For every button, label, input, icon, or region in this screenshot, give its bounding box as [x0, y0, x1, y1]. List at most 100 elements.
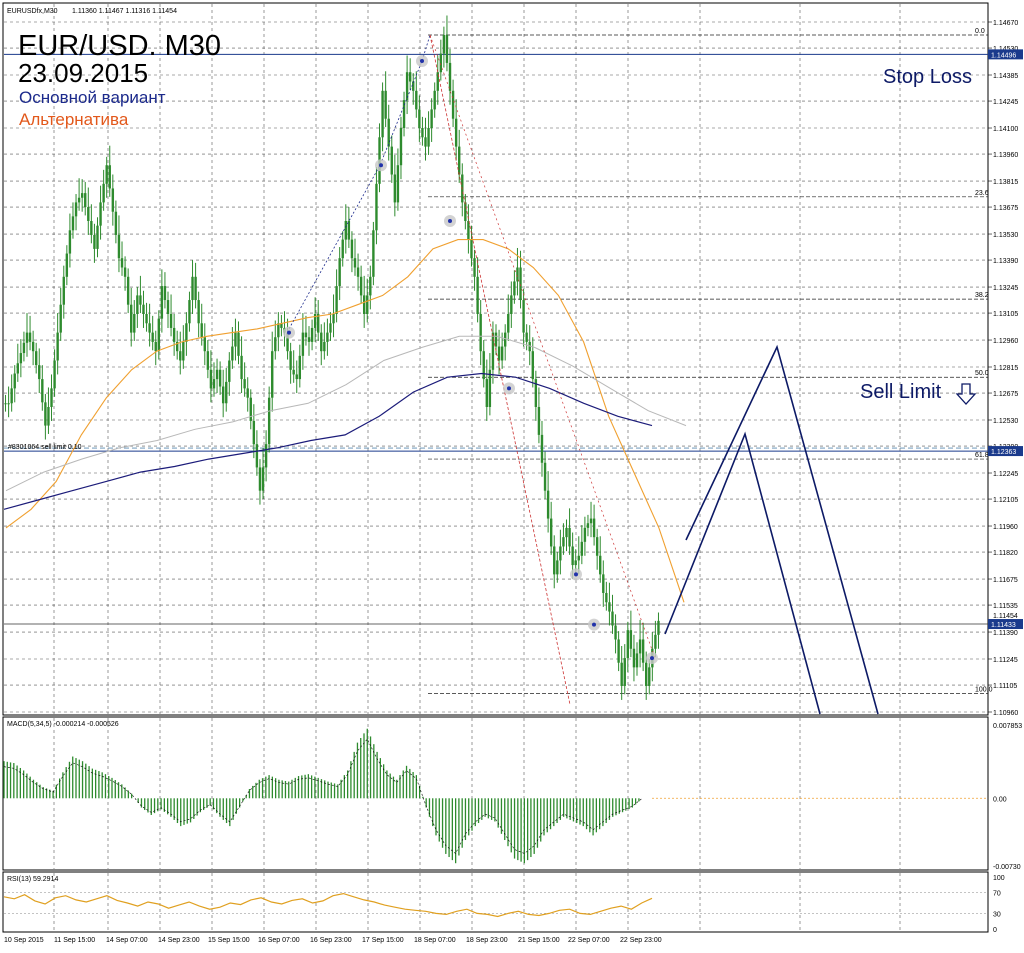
candle-body [145, 313, 148, 324]
candle-body [148, 323, 151, 333]
main-chart-frame [2, 2, 989, 716]
rsi-frame [2, 871, 989, 933]
candle-body [277, 323, 280, 338]
candle-body [638, 639, 642, 654]
arrow-down-icon [955, 383, 977, 405]
candle-body [393, 174, 397, 203]
candle-body [369, 276, 372, 296]
candle-body [50, 388, 53, 407]
candle-body [31, 341, 35, 352]
macd-indicator: MACD(5,34,5) -0.000214 -0.000526 0.007853… [3, 721, 1022, 871]
candle-body [59, 304, 62, 333]
candle-body [448, 62, 452, 91]
price-tick-label: 1.11820 [993, 550, 1018, 557]
candle-body [84, 193, 87, 208]
price-tick-label: 1.10960 [993, 710, 1018, 717]
moving-averages [3, 239, 687, 603]
time-tick-label: 17 Sep 15:00 [362, 937, 404, 944]
candle-body [77, 197, 81, 203]
candle-body [503, 332, 507, 347]
candle-body [317, 313, 320, 333]
wave-marker-dot [650, 656, 654, 661]
price-tick-label: 1.11535 [993, 603, 1018, 610]
macd-tick-label: -0.00730 [993, 864, 1021, 871]
candle-body [160, 286, 164, 319]
candle-body [28, 332, 32, 342]
candle-body [172, 327, 176, 342]
projection-path [685, 344, 879, 715]
candle-body [424, 137, 427, 147]
candle-body [436, 72, 439, 91]
stop-loss-label: Stop Loss [883, 66, 972, 88]
fib-level-label: 38.2 [975, 292, 989, 299]
candle-body [292, 369, 295, 375]
wave-marker-dot [574, 572, 578, 577]
candle-body [274, 337, 277, 352]
candle-body [65, 253, 69, 277]
candle-body [16, 363, 19, 374]
candle-body [99, 202, 102, 226]
candle-body [280, 323, 283, 328]
candle-body [163, 286, 167, 301]
candle-body [221, 386, 225, 404]
candle-body [381, 90, 384, 138]
time-tick-label: 21 Sep 15:00 [518, 937, 560, 944]
candle-body [500, 346, 504, 361]
candle-body [200, 323, 203, 338]
candle-body [338, 258, 341, 287]
price-tick-label: 1.13675 [993, 205, 1018, 212]
candle-body [366, 295, 369, 314]
ema-orange-line [5, 239, 685, 603]
candle-body [626, 630, 630, 659]
candle-body [4, 403, 7, 405]
time-tick-label: 11 Sep 15:00 [54, 937, 95, 944]
candle-body [80, 193, 84, 198]
candle-body [267, 397, 271, 445]
price-tick-label: 1.11390 [993, 630, 1018, 637]
candle-body [90, 221, 93, 235]
candle-body [326, 332, 329, 342]
candle-body [657, 620, 660, 635]
candle-body [212, 379, 216, 389]
candle-body [188, 300, 191, 324]
wave-marker-dot [448, 219, 452, 224]
candle-body [510, 295, 513, 314]
alternative-dashed-path [429, 34, 571, 705]
price-tick-label: 1.14100 [993, 126, 1018, 133]
price-tick-label: 1.11245 [993, 657, 1018, 664]
candle-body [298, 355, 302, 380]
time-axis: 10 Sep 2015 11 Sep 15:00 14 Sep 07:00 14 Se… [4, 937, 662, 944]
candle-body [611, 611, 614, 626]
candle-body [191, 276, 194, 301]
candle-body [507, 313, 510, 333]
candle-body [522, 300, 525, 333]
grid [4, 4, 987, 931]
candle-body [553, 546, 556, 575]
price-tick-label: 1.13245 [993, 285, 1018, 292]
candle-body [565, 527, 568, 538]
candle-body [323, 341, 326, 352]
rsi-tick-label: 70 [993, 891, 1001, 898]
candle-body [595, 537, 599, 556]
candle-body [133, 313, 136, 333]
candle-body [583, 527, 587, 542]
candle-body [41, 379, 44, 403]
time-tick-label: 15 Sep 15:00 [208, 937, 250, 944]
fib-level-label: 23.6 [975, 190, 989, 197]
price-tag-current: 1.11433 [991, 622, 1016, 629]
candle-body [602, 574, 605, 593]
candle-body [301, 332, 305, 356]
candle-body [592, 518, 596, 538]
candle-body [243, 379, 246, 389]
candle-body [556, 560, 559, 575]
candle-body [599, 555, 602, 575]
price-tick-label: 1.12245 [993, 471, 1018, 478]
candle-body [68, 230, 72, 254]
price-tag-current-bg [988, 619, 1023, 630]
candle-body [307, 337, 311, 342]
alternative-dashed-path-2 [429, 34, 656, 659]
macd-tick-label: 0.00 [993, 796, 1007, 803]
alternative-label: Альтернатива [19, 110, 129, 129]
candle-body [402, 100, 406, 129]
candle-body [546, 490, 550, 519]
